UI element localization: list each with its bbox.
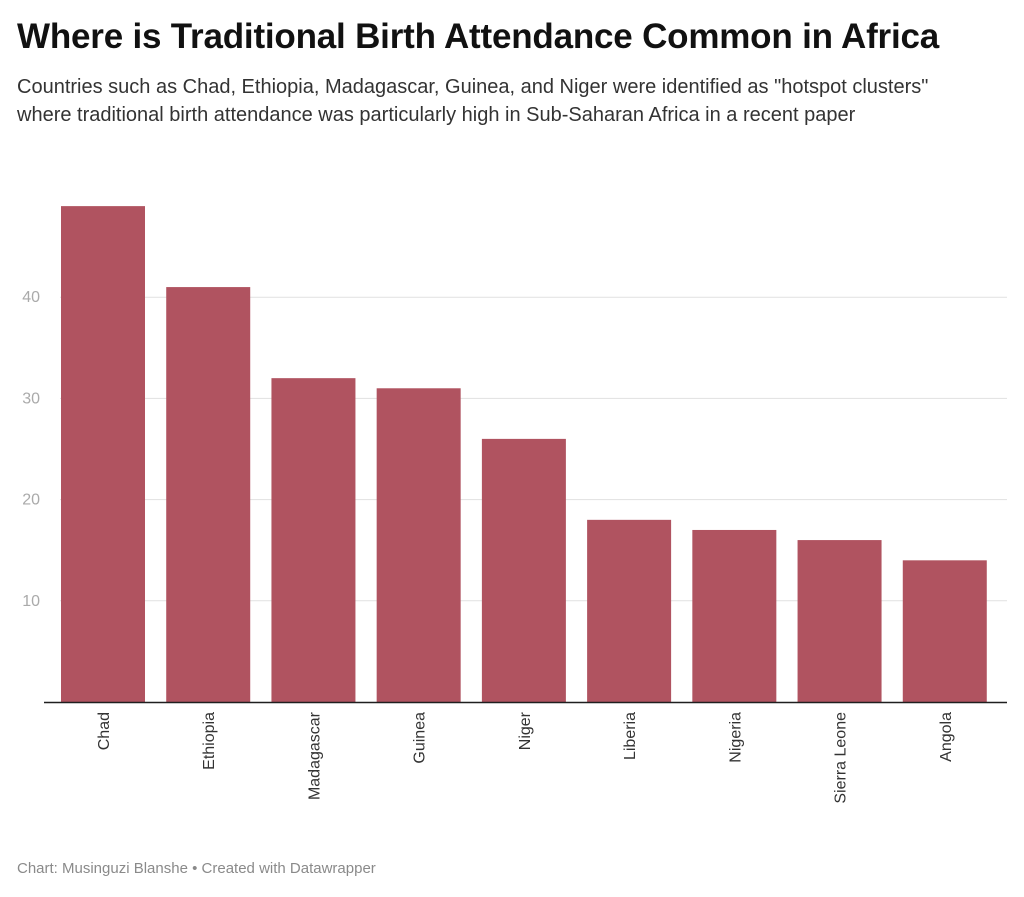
category-label: Sierra Leone [833, 712, 850, 804]
category-label: Angola [938, 712, 955, 762]
bar-madagascar [271, 378, 356, 702]
y-tick-label: 30 [22, 390, 40, 407]
bar-guinea [376, 388, 461, 702]
footer-credit-text: Created with Datawrapper [201, 860, 376, 877]
category-label: Guinea [412, 712, 429, 764]
category-label: Ethiopia [201, 712, 218, 770]
category-label: Niger [517, 711, 534, 750]
y-tick-label: 40 [22, 289, 40, 306]
chart-subtitle: Countries such as Chad, Ethiopia, Madaga… [17, 76, 929, 126]
footer-separator: • [192, 860, 198, 877]
bar-niger [481, 438, 566, 702]
bar-sierra-leone [797, 540, 882, 702]
category-label: Liberia [622, 712, 639, 760]
y-tick-label: 10 [22, 593, 40, 610]
bar-ethiopia [166, 287, 251, 702]
chart-title: Where is Traditional Birth Attendance Co… [17, 17, 939, 56]
y-tick-labels: 10 20 30 40 [22, 289, 40, 610]
bar-liberia [587, 519, 672, 702]
bar-chad [61, 206, 145, 702]
category-labels: Chad Ethiopia Madagascar Guinea Niger Liberia… [96, 711, 955, 803]
y-tick-label: 20 [22, 492, 40, 509]
category-label: Nigeria [727, 712, 744, 763]
bar-nigeria [692, 529, 777, 702]
bar-angola [902, 560, 987, 702]
footer-credit: Chart: Musinguzi Blanshe • Created with … [17, 858, 376, 880]
bars [61, 206, 987, 702]
category-label: Chad [96, 712, 113, 750]
footer-source: Chart: Musinguzi Blanshe [17, 860, 188, 877]
category-label: Madagascar [306, 711, 323, 800]
